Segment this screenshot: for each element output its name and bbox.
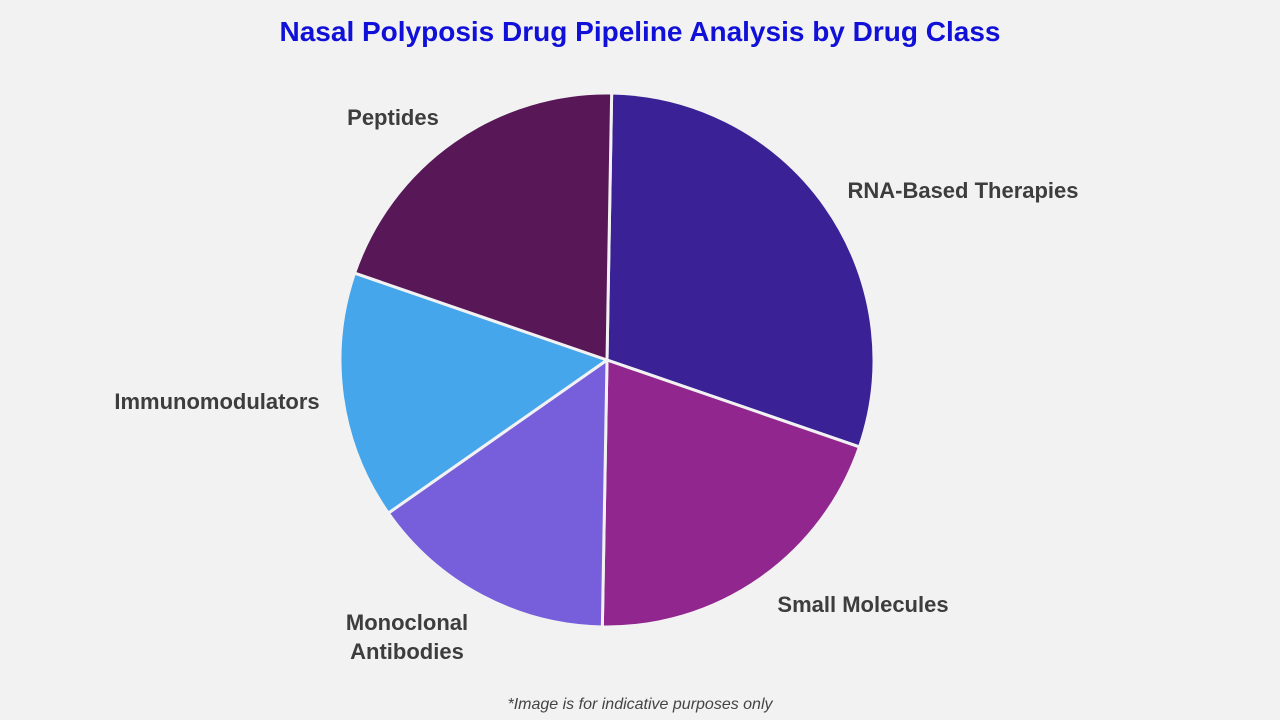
footnote: *Image is for indicative purposes only	[507, 696, 773, 713]
pie-label-immunomodulators: Immunomodulators	[114, 389, 319, 414]
pie-label-rna-based-therapies: RNA-Based Therapies	[847, 178, 1078, 203]
pie-slice-rna-based-therapies	[605, 91, 876, 449]
pie-slice-immunomodulators	[338, 271, 609, 515]
pie-label-monoclonal-antibodies: Monoclonal Antibodies	[346, 610, 468, 664]
pie-labels: RNA-Based Therapies Small Molecules Monocl…	[114, 105, 1078, 664]
pie-slice-monoclonal-antibodies	[386, 358, 609, 629]
pie-label-peptides: Peptides	[347, 105, 439, 130]
pie-slices	[338, 91, 876, 629]
pie-slice-peptides	[353, 91, 614, 362]
chart-title: Nasal Polyposis Drug Pipeline Analysis b…	[279, 16, 1001, 47]
pie-label-small-molecules: Small Molecules	[777, 592, 948, 617]
pie-slice-small-molecules	[600, 358, 861, 629]
